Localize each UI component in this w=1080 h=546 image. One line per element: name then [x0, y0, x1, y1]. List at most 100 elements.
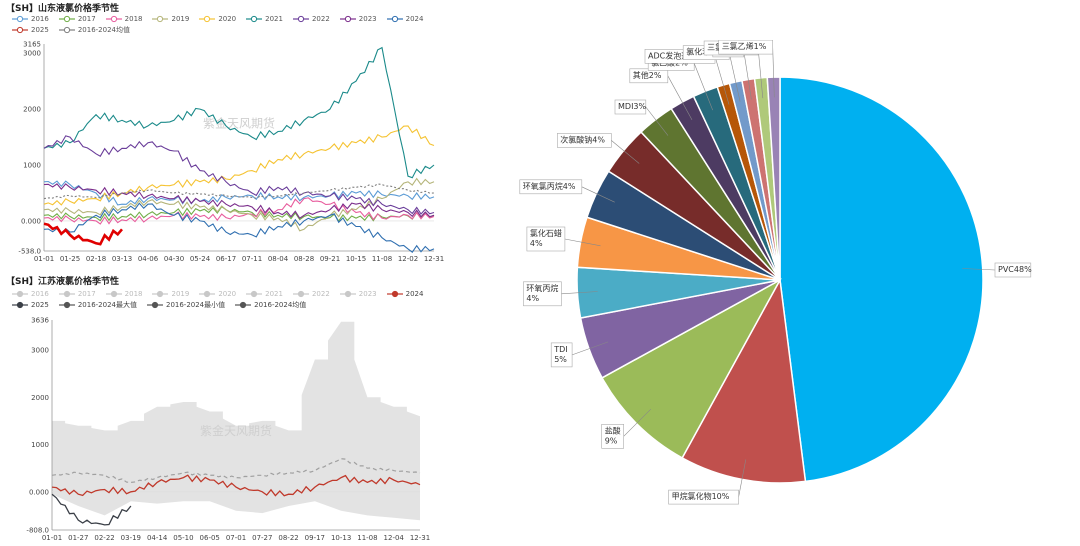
legend-item[interactable]: 2025: [12, 299, 49, 310]
legend-label: 2023: [358, 14, 377, 23]
legend-marker: [152, 290, 169, 297]
legend-label: 2019: [171, 289, 190, 298]
legend-label: 2024: [405, 289, 424, 298]
legend-marker: [246, 290, 263, 297]
series-line-2023: [43, 183, 435, 219]
pie-label-box: [718, 40, 773, 55]
legend-label: 2016-2024均值: [254, 300, 307, 309]
legend-label: 2019: [171, 14, 190, 23]
x-tick-label: 08-22: [278, 534, 298, 542]
chart2-plot: 3636 3000 2000 1000 0.000 -808.001-01 01-27 02-…: [26, 317, 430, 543]
leader-line: [738, 459, 747, 498]
legend-item[interactable]: 2021: [246, 13, 283, 24]
series-line-2021: [43, 46, 435, 179]
legend-item[interactable]: 2018: [105, 13, 142, 24]
chart1-legend: 2016 2017 2018 2019 2020 2021 2022 2023 2024 2025…: [12, 13, 452, 35]
leader-line: [772, 47, 775, 98]
legend-item[interactable]: 2016: [12, 13, 49, 24]
watermark: 紫金天风期货: [200, 423, 272, 438]
legend-item[interactable]: 2016-2024最大值: [58, 299, 137, 310]
legend-label: 2016-2024均值: [77, 25, 130, 34]
legend-label: 2022: [311, 14, 330, 23]
legend-item[interactable]: 2024: [386, 13, 423, 24]
pie-label: 甲烷氯化物10%: [672, 491, 730, 501]
x-tick-label: 11-08: [357, 534, 377, 542]
x-tick-label: 09-17: [305, 534, 325, 542]
legend-item[interactable]: 2019: [152, 13, 189, 24]
y-tick-label: 0.000: [29, 488, 49, 496]
legend-item[interactable]: 2023: [339, 13, 377, 24]
legend-marker: [246, 15, 263, 22]
legend-item[interactable]: 2020: [199, 288, 236, 299]
legend-marker: [105, 15, 122, 22]
legend-marker: [152, 15, 169, 22]
y-tick-label: 3000: [23, 50, 41, 58]
legend-item[interactable]: 2016: [12, 288, 49, 299]
legend-item[interactable]: 2022: [292, 13, 330, 24]
legend-item[interactable]: 2022: [292, 288, 330, 299]
x-tick-label: 04-30: [164, 255, 184, 263]
series-line-2025: [43, 222, 123, 246]
legend-label: 2018: [124, 289, 143, 298]
series-line-2020: [43, 125, 435, 206]
legend-item[interactable]: 2020: [199, 13, 236, 24]
legend-label: 2020: [218, 14, 237, 23]
legend-marker: [292, 290, 309, 297]
series-line-2019: [43, 177, 435, 232]
chart2-title: 【SH】江苏液氯价格季节性: [6, 277, 120, 287]
y-tick-label: -808.0: [26, 527, 49, 535]
y-tick-label: -538.0: [18, 248, 41, 256]
legend-label: 2025: [31, 25, 49, 34]
legend-label: 2025: [31, 300, 49, 309]
legend-label: 2016: [31, 289, 49, 298]
legend-item[interactable]: 2016-2024最小值: [146, 299, 226, 310]
chart1-title: 【SH】山东液氯价格季节性: [6, 4, 120, 14]
pie-label: TDI 5%: [553, 345, 567, 364]
legend-marker: [292, 15, 309, 22]
legend-item[interactable]: 2017: [58, 288, 96, 299]
legend-item[interactable]: 2024: [386, 288, 424, 299]
legend-marker: [58, 15, 75, 22]
y-tick-label: 3000: [31, 347, 49, 355]
legend-marker: [386, 290, 403, 297]
series-line-2024: [43, 202, 435, 253]
legend-item[interactable]: 2017: [58, 13, 96, 24]
legend-marker: [235, 301, 252, 308]
legend-label: 2022: [311, 289, 330, 298]
x-tick-label: 02-18: [86, 255, 106, 263]
pie-label-box: [519, 179, 583, 195]
series-line-2024: [51, 474, 421, 497]
legend-item[interactable]: 2016-2024均值: [58, 24, 130, 35]
legend-item[interactable]: 2019: [152, 288, 189, 299]
leader-line: [571, 341, 609, 356]
x-tick-label: 01-27: [68, 534, 88, 542]
y-tick-label: 2000: [31, 394, 49, 402]
legend-label: 2016-2024最小值: [165, 300, 226, 309]
pie-label: 次氯酸钠4%: [560, 134, 605, 144]
legend-marker: [58, 26, 75, 33]
legend-item[interactable]: 2018: [105, 288, 143, 299]
legend-item[interactable]: 2025: [12, 24, 49, 35]
legend-item[interactable]: 2023: [339, 288, 377, 299]
legend-label: 2023: [358, 289, 377, 298]
pie-label: 三氯乙烯1%: [722, 41, 767, 51]
pie-label-box: [614, 99, 647, 115]
series-line-2017: [43, 205, 435, 222]
pie-label-box: [668, 489, 739, 505]
x-tick-label: 05-10: [173, 534, 193, 542]
legend-marker: [105, 290, 122, 297]
x-tick-label: 10-15: [346, 255, 366, 263]
legend-marker: [199, 15, 216, 22]
leader-line: [611, 140, 640, 164]
x-tick-label: 05-24: [190, 255, 211, 263]
leader-line: [561, 291, 598, 295]
x-tick-label: 06-17: [216, 255, 236, 263]
pie-label-box: [557, 133, 612, 148]
legend-marker: [12, 290, 28, 297]
legend-item[interactable]: 2016-2024均值: [235, 299, 306, 310]
pie-label: MDI3%: [618, 102, 647, 111]
legend-item[interactable]: 2021: [246, 288, 283, 299]
leader-line: [564, 238, 601, 247]
legend-marker: [58, 290, 75, 297]
